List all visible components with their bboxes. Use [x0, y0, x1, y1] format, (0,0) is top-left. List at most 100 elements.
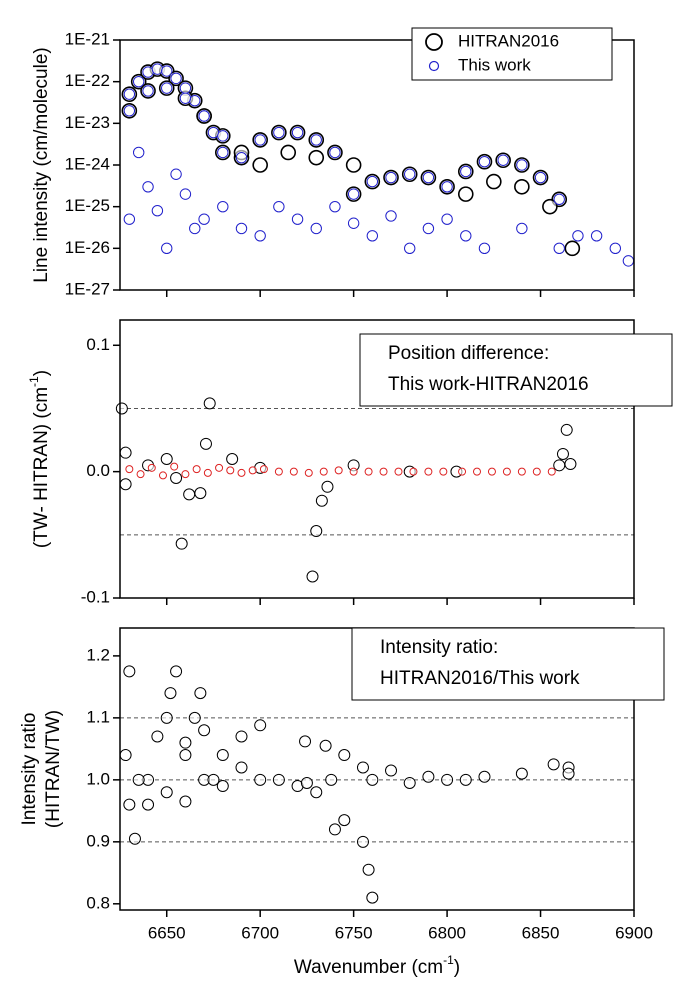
data-point [590, 230, 603, 242]
data-point [441, 773, 454, 786]
data-point [192, 465, 201, 474]
y-tick-label: 1E-24 [65, 154, 110, 173]
data-point [119, 446, 132, 459]
data-point [123, 105, 136, 117]
data-point [515, 767, 528, 780]
data-point [237, 468, 246, 477]
y-tick-label: -0.1 [81, 587, 110, 606]
data-point [215, 463, 224, 472]
annotation-text: Intensity ratio: [380, 637, 498, 658]
data-point [366, 773, 379, 786]
data-point [119, 749, 132, 762]
data-point [457, 186, 474, 202]
plot-frame [119, 319, 635, 599]
y-tick-label: 0.8 [86, 893, 110, 912]
data-point [280, 144, 297, 161]
data-point [534, 171, 547, 184]
data-point [119, 478, 132, 491]
data-point [151, 205, 164, 217]
data-point [291, 126, 304, 139]
data-point [151, 730, 164, 743]
annotation-text: Position difference: [388, 343, 549, 364]
data-point [315, 494, 328, 507]
data-point [259, 465, 268, 474]
plot-frame [119, 39, 635, 291]
data-point [542, 198, 558, 215]
data-point [345, 157, 362, 173]
data-point [254, 719, 267, 732]
data-point [254, 134, 266, 146]
data-point [460, 230, 472, 242]
data-point [226, 453, 239, 465]
y-tick-label: 1E-27 [65, 279, 110, 298]
data-point [198, 213, 210, 225]
data-point [459, 773, 472, 786]
data-point [170, 471, 183, 484]
data-point [170, 72, 182, 85]
y-axis-label-part: (TW- HITRAN) (cm [31, 387, 52, 548]
data-point [291, 213, 304, 225]
data-point [439, 467, 448, 476]
data-point [160, 786, 173, 799]
annotation-box [359, 333, 673, 407]
x-axis-label: Wavenumber (cm-1) [294, 953, 460, 978]
legend-box [411, 27, 613, 81]
data-point [385, 764, 398, 777]
data-point [310, 525, 323, 538]
data-point [338, 749, 351, 762]
data-point [274, 467, 283, 476]
data-point [329, 146, 341, 159]
y-tick-label: 1E-22 [65, 71, 110, 90]
data-point [248, 466, 257, 475]
data-point [516, 159, 528, 171]
data-point [136, 470, 145, 479]
data-point [306, 570, 319, 583]
data-point [403, 776, 416, 789]
data-point [362, 863, 375, 876]
x-axis-label-part: Wavenumber (cm [294, 957, 443, 978]
annotation-text: This work-HITRAN2016 [388, 374, 589, 395]
data-point [207, 126, 220, 139]
data-point [142, 181, 154, 193]
data-point [158, 471, 167, 480]
annotation-box [351, 627, 665, 701]
data-point [289, 467, 298, 476]
data-point [516, 222, 528, 235]
data-point [254, 773, 267, 786]
data-point [273, 200, 285, 213]
data-point [188, 711, 201, 724]
data-point [379, 467, 388, 476]
data-point [356, 761, 369, 774]
y-axis-label: Intensity ratio [19, 713, 40, 826]
data-point [422, 222, 435, 235]
x-tick-label: 6650 [148, 923, 186, 942]
data-point [189, 94, 201, 107]
data-point [170, 462, 179, 471]
data-point [142, 798, 155, 811]
legend-label: HITRAN2016 [458, 31, 559, 50]
data-point [217, 146, 229, 159]
data-point [299, 735, 312, 748]
data-point [160, 453, 173, 465]
x-axis-label-part: -1 [443, 953, 454, 967]
data-point [478, 242, 491, 255]
data-point [310, 786, 323, 799]
y-axis-label-part: ) [31, 370, 52, 376]
y-tick-label: 1E-26 [65, 238, 110, 257]
data-point [216, 749, 229, 762]
data-point [572, 230, 584, 242]
data-point [235, 222, 248, 235]
data-point [181, 470, 190, 479]
data-point [132, 773, 145, 786]
x-tick-label: 6750 [335, 923, 373, 942]
x-axis-label-part: ) [454, 957, 460, 978]
y-tick-label: 1E-23 [65, 113, 110, 132]
data-point [560, 423, 573, 436]
data-point [532, 467, 541, 476]
x-tick-label: 6700 [241, 923, 279, 942]
data-point [164, 687, 177, 700]
data-point [132, 75, 145, 88]
data-point [142, 85, 154, 97]
data-point [132, 146, 145, 159]
data-point [300, 776, 313, 789]
